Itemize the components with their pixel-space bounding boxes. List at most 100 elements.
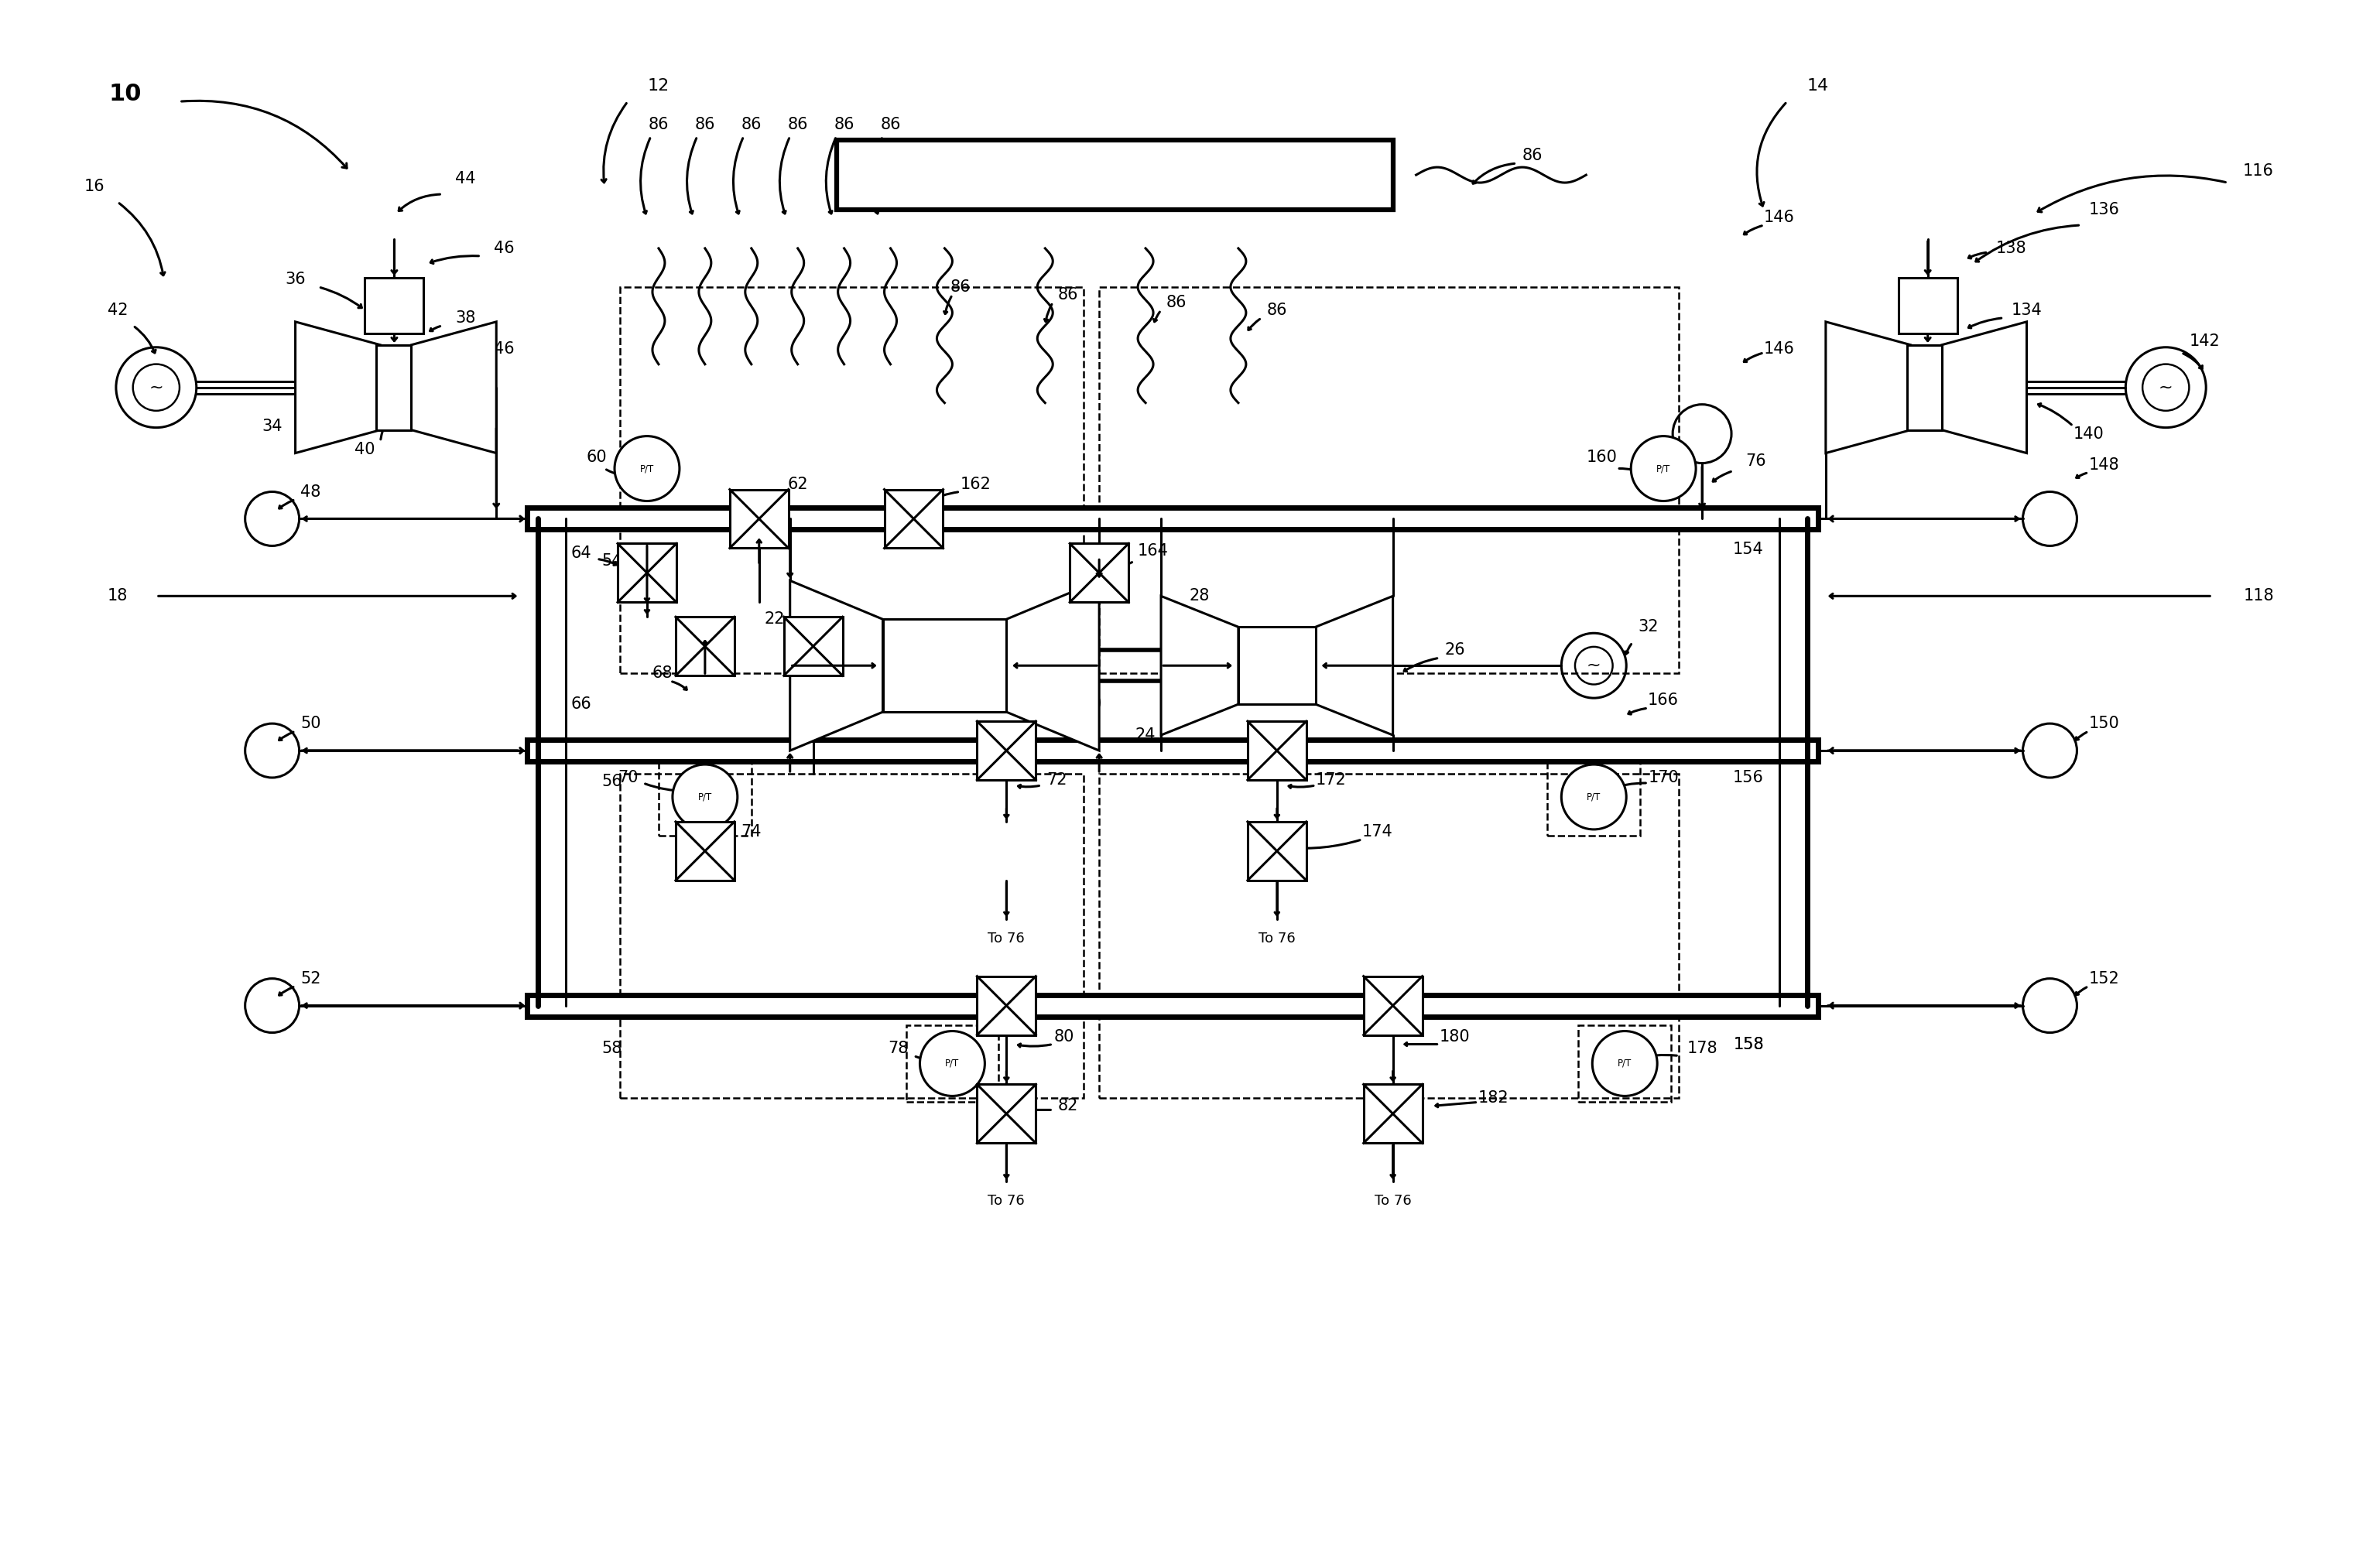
Text: 70: 70 bbox=[616, 771, 638, 785]
Text: 158: 158 bbox=[1733, 1036, 1764, 1052]
Text: ~: ~ bbox=[2159, 380, 2173, 395]
Text: ~: ~ bbox=[150, 380, 164, 395]
Text: 156: 156 bbox=[1733, 771, 1764, 785]
Text: 136: 136 bbox=[2090, 202, 2121, 217]
Bar bbox=[1071, 544, 1128, 602]
Bar bbox=[1364, 977, 1423, 1035]
Bar bbox=[885, 489, 942, 549]
Text: 84: 84 bbox=[1102, 166, 1126, 184]
Polygon shape bbox=[1825, 322, 1911, 453]
Bar bbox=[528, 508, 1818, 530]
Text: To 76: To 76 bbox=[988, 1194, 1026, 1208]
Bar bbox=[907, 1025, 1000, 1102]
Text: 60: 60 bbox=[585, 449, 607, 464]
Bar bbox=[1238, 627, 1316, 705]
Text: 142: 142 bbox=[2190, 333, 2221, 349]
Bar bbox=[731, 489, 788, 549]
Text: 152: 152 bbox=[2090, 971, 2118, 986]
Bar bbox=[1247, 822, 1307, 880]
Text: P/T: P/T bbox=[945, 1058, 959, 1069]
Polygon shape bbox=[295, 322, 381, 453]
Text: 172: 172 bbox=[1316, 772, 1347, 788]
Text: 28: 28 bbox=[1190, 588, 1209, 603]
Polygon shape bbox=[790, 580, 883, 750]
Text: 52: 52 bbox=[300, 971, 321, 986]
Bar bbox=[376, 345, 412, 430]
Text: 26: 26 bbox=[1445, 642, 1466, 658]
Text: 10: 10 bbox=[109, 83, 143, 105]
Text: 32: 32 bbox=[1637, 619, 1659, 635]
Bar bbox=[835, 141, 1392, 209]
Text: P/T: P/T bbox=[640, 464, 654, 474]
Circle shape bbox=[1592, 1032, 1656, 1096]
Polygon shape bbox=[1007, 580, 1100, 750]
Text: 180: 180 bbox=[1440, 1028, 1471, 1044]
Circle shape bbox=[674, 764, 738, 830]
Text: 78: 78 bbox=[888, 1041, 909, 1057]
Text: 160: 160 bbox=[1585, 449, 1616, 464]
Text: 150: 150 bbox=[2090, 716, 2118, 731]
Text: 162: 162 bbox=[959, 477, 990, 492]
Text: 14: 14 bbox=[1806, 78, 1828, 94]
Text: 38: 38 bbox=[455, 309, 476, 325]
Text: 146: 146 bbox=[1764, 209, 1795, 225]
Text: P/T: P/T bbox=[1587, 792, 1602, 802]
Bar bbox=[883, 619, 1007, 713]
Circle shape bbox=[1630, 436, 1697, 502]
Text: 154: 154 bbox=[1733, 542, 1764, 558]
Text: 48: 48 bbox=[300, 485, 321, 500]
Text: 64: 64 bbox=[571, 545, 593, 561]
Text: 68: 68 bbox=[652, 666, 674, 681]
Text: 158: 158 bbox=[1733, 1036, 1764, 1052]
Text: 42: 42 bbox=[107, 302, 129, 317]
Bar bbox=[528, 994, 1818, 1016]
Text: 86: 86 bbox=[788, 117, 807, 133]
Text: 86: 86 bbox=[1521, 148, 1542, 164]
Bar bbox=[1100, 288, 1678, 674]
Text: 30: 30 bbox=[1081, 697, 1102, 713]
Bar bbox=[1899, 278, 1956, 333]
Text: 46: 46 bbox=[493, 341, 514, 356]
Text: 134: 134 bbox=[2011, 302, 2042, 317]
Text: 46: 46 bbox=[493, 241, 514, 256]
Bar bbox=[978, 721, 1035, 780]
Text: 148: 148 bbox=[2090, 456, 2118, 472]
Text: 118: 118 bbox=[2244, 588, 2273, 603]
Text: 76: 76 bbox=[1747, 453, 1766, 469]
Text: 86: 86 bbox=[740, 117, 762, 133]
Text: 86: 86 bbox=[1266, 302, 1288, 317]
Text: P/T: P/T bbox=[1656, 464, 1671, 474]
Text: 18: 18 bbox=[107, 588, 129, 603]
Text: 24: 24 bbox=[1135, 727, 1157, 742]
Bar bbox=[978, 1085, 1035, 1143]
Text: 80: 80 bbox=[1054, 1028, 1076, 1044]
Text: 72: 72 bbox=[1047, 772, 1066, 788]
Text: 146: 146 bbox=[1764, 341, 1795, 356]
Text: 116: 116 bbox=[2242, 163, 2273, 178]
Text: 20: 20 bbox=[1035, 611, 1054, 627]
Bar bbox=[676, 617, 735, 675]
Polygon shape bbox=[412, 322, 497, 453]
Text: 86: 86 bbox=[950, 280, 971, 295]
Bar bbox=[619, 544, 676, 602]
Text: 54: 54 bbox=[602, 553, 624, 569]
Text: 82: 82 bbox=[1059, 1099, 1078, 1114]
Text: 86: 86 bbox=[833, 117, 854, 133]
Bar bbox=[1100, 774, 1678, 1099]
Bar bbox=[619, 774, 1083, 1099]
Text: To 76: To 76 bbox=[1259, 932, 1295, 946]
Text: 86: 86 bbox=[647, 117, 669, 133]
Circle shape bbox=[614, 436, 678, 502]
Text: 16: 16 bbox=[83, 178, 105, 194]
Text: 44: 44 bbox=[455, 170, 476, 186]
Bar bbox=[619, 288, 1083, 674]
Text: 182: 182 bbox=[1478, 1091, 1509, 1107]
Bar bbox=[978, 977, 1035, 1035]
Text: ~: ~ bbox=[1587, 658, 1602, 674]
Circle shape bbox=[919, 1032, 985, 1096]
Bar bbox=[1247, 721, 1307, 780]
Text: 86: 86 bbox=[1059, 288, 1078, 302]
Bar bbox=[676, 822, 735, 880]
Text: 170: 170 bbox=[1647, 771, 1678, 785]
Text: 140: 140 bbox=[2073, 427, 2104, 441]
